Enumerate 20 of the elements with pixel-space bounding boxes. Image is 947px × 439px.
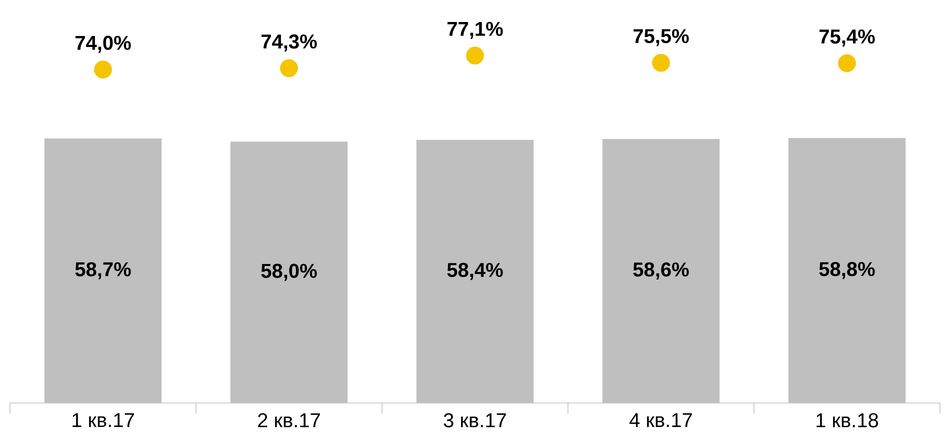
x-tick-label: 1 кв.17 [72, 413, 134, 427]
data-label: 74,3% [262, 34, 317, 52]
point [652, 54, 670, 72]
data-label: 74,0% [76, 36, 131, 53]
point [838, 54, 856, 72]
x-tick-label: 4 кв.17 [630, 413, 692, 427]
data-label: 75,4% [819, 30, 875, 47]
data-label: 75,5% [634, 29, 689, 46]
x-tick-label: 2 кв.17 [258, 413, 320, 428]
point [94, 60, 112, 78]
data-label: 58,6% [633, 262, 689, 280]
point [280, 59, 298, 78]
data-label: 58,8% [819, 262, 875, 280]
data-label: 77,1% [448, 22, 503, 39]
data-label: 58,0% [261, 264, 317, 281]
x-tick-label: 1 кв.18 [816, 413, 878, 428]
x-tick-label: 3 кв.17 [444, 413, 506, 428]
point [466, 46, 484, 65]
data-label: 58,4% [447, 262, 503, 280]
data-label: 58,7% [75, 262, 131, 280]
